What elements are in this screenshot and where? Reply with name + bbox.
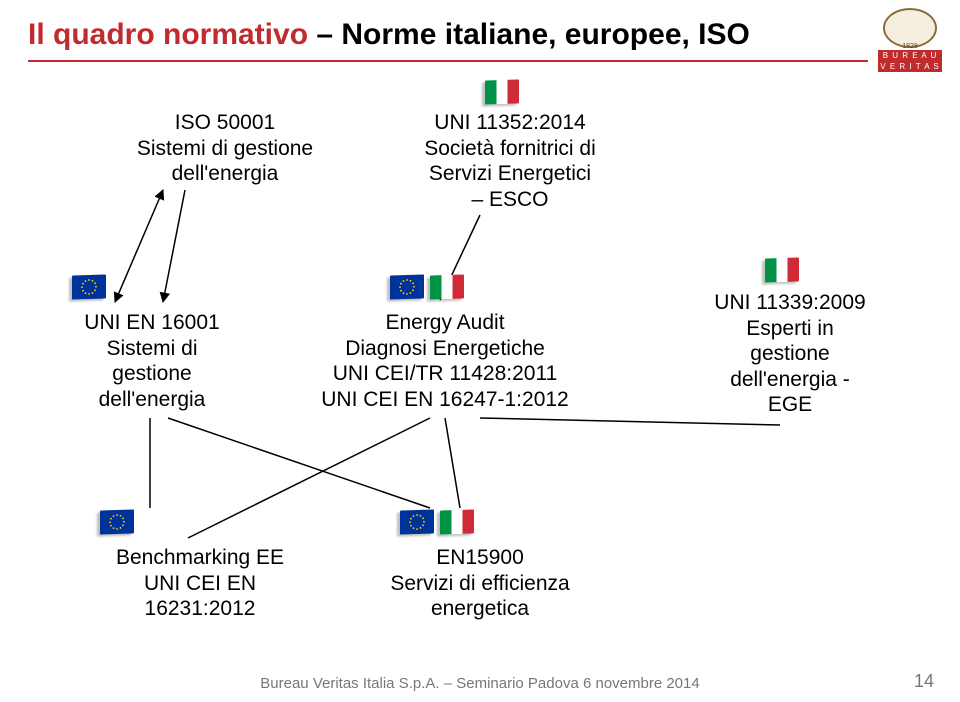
benchmark-flags	[100, 510, 134, 534]
node-iso50001-line: Sistemi di gestione	[110, 136, 340, 162]
eu-flag-icon	[72, 274, 106, 299]
logo-oval	[883, 8, 937, 48]
node-audit-line: UNI CEI EN 16247-1:2012	[300, 387, 590, 413]
node-uni11339-line: dell'energia -	[690, 367, 890, 393]
node-uni16001-line: dell'energia	[62, 387, 242, 413]
node-uni11352-line: UNI 11352:2014	[385, 110, 635, 136]
logo-line-1: B U R E A U	[878, 50, 942, 61]
node-en15900-line: Servizi di efficienza	[360, 571, 600, 597]
node-benchmark-line: Benchmarking EE	[90, 545, 310, 571]
connector-line	[168, 418, 430, 508]
eu-flag-icon	[390, 274, 424, 299]
node-audit-line: Diagnosi Energetiche	[300, 336, 590, 362]
node-audit-line: UNI CEI/TR 11428:2011	[300, 361, 590, 387]
connector-line	[445, 418, 460, 508]
page-title: Il quadro normativo – Norme italiane, eu…	[28, 18, 750, 52]
italy-flag-icon	[765, 257, 799, 282]
page-number: 14	[914, 671, 934, 692]
connector-line	[188, 418, 430, 538]
node-audit-line: Energy Audit	[300, 310, 590, 336]
italy-flag-icon	[430, 274, 464, 299]
node-en15900-line: EN15900	[360, 545, 600, 571]
uni11339-flags	[765, 258, 799, 282]
node-iso50001-line: ISO 50001	[110, 110, 340, 136]
node-uni11339: UNI 11339:2009Esperti ingestionedell'ene…	[690, 290, 890, 418]
node-uni11352-line: Servizi Energetici	[385, 161, 635, 187]
uni16001-flags	[72, 275, 106, 299]
logo-line-2: V E R I T A S	[878, 61, 942, 72]
bureau-veritas-logo: B U R E A U V E R I T A S	[878, 8, 942, 72]
italy-flag-icon	[440, 509, 474, 534]
node-benchmark-line: 16231:2012	[90, 596, 310, 622]
connector-line	[163, 190, 185, 302]
node-benchmark: Benchmarking EEUNI CEI EN16231:2012	[90, 545, 310, 622]
audit-flags	[390, 275, 464, 299]
title-black: – Norme italiane, europee, ISO	[316, 18, 749, 51]
node-uni11339-line: UNI 11339:2009	[690, 290, 890, 316]
eu-flag-icon	[400, 509, 434, 534]
footer-text: Bureau Veritas Italia S.p.A. – Seminario…	[0, 675, 960, 692]
eu-flag-icon	[100, 509, 134, 534]
node-uni11352-line: – ESCO	[385, 187, 635, 213]
node-uni16001-line: UNI EN 16001	[62, 310, 242, 336]
title-underline	[28, 60, 868, 62]
node-uni11339-line: gestione	[690, 341, 890, 367]
node-uni11352: UNI 11352:2014Società fornitrici diServi…	[385, 110, 635, 212]
title-red: Il quadro normativo	[28, 18, 308, 51]
logo-text: B U R E A U V E R I T A S	[878, 50, 942, 72]
node-uni11352-line: Società fornitrici di	[385, 136, 635, 162]
node-uni16001-line: Sistemi di	[62, 336, 242, 362]
connector-line	[115, 190, 163, 302]
node-uni16001: UNI EN 16001Sistemi digestionedell'energ…	[62, 310, 242, 412]
node-iso50001-line: dell'energia	[110, 161, 340, 187]
uni11352-flags	[485, 80, 519, 104]
node-audit: Energy AuditDiagnosi EnergeticheUNI CEI/…	[300, 310, 590, 412]
node-benchmark-line: UNI CEI EN	[90, 571, 310, 597]
italy-flag-icon	[485, 79, 519, 104]
node-en15900-line: energetica	[360, 596, 600, 622]
node-iso50001: ISO 50001Sistemi di gestionedell'energia	[110, 110, 340, 187]
node-uni16001-line: gestione	[62, 361, 242, 387]
node-uni11339-line: Esperti in	[690, 316, 890, 342]
en15900-flags	[400, 510, 474, 534]
node-uni11339-line: EGE	[690, 392, 890, 418]
connector-line	[480, 418, 780, 425]
node-en15900: EN15900Servizi di efficienzaenergetica	[360, 545, 600, 622]
